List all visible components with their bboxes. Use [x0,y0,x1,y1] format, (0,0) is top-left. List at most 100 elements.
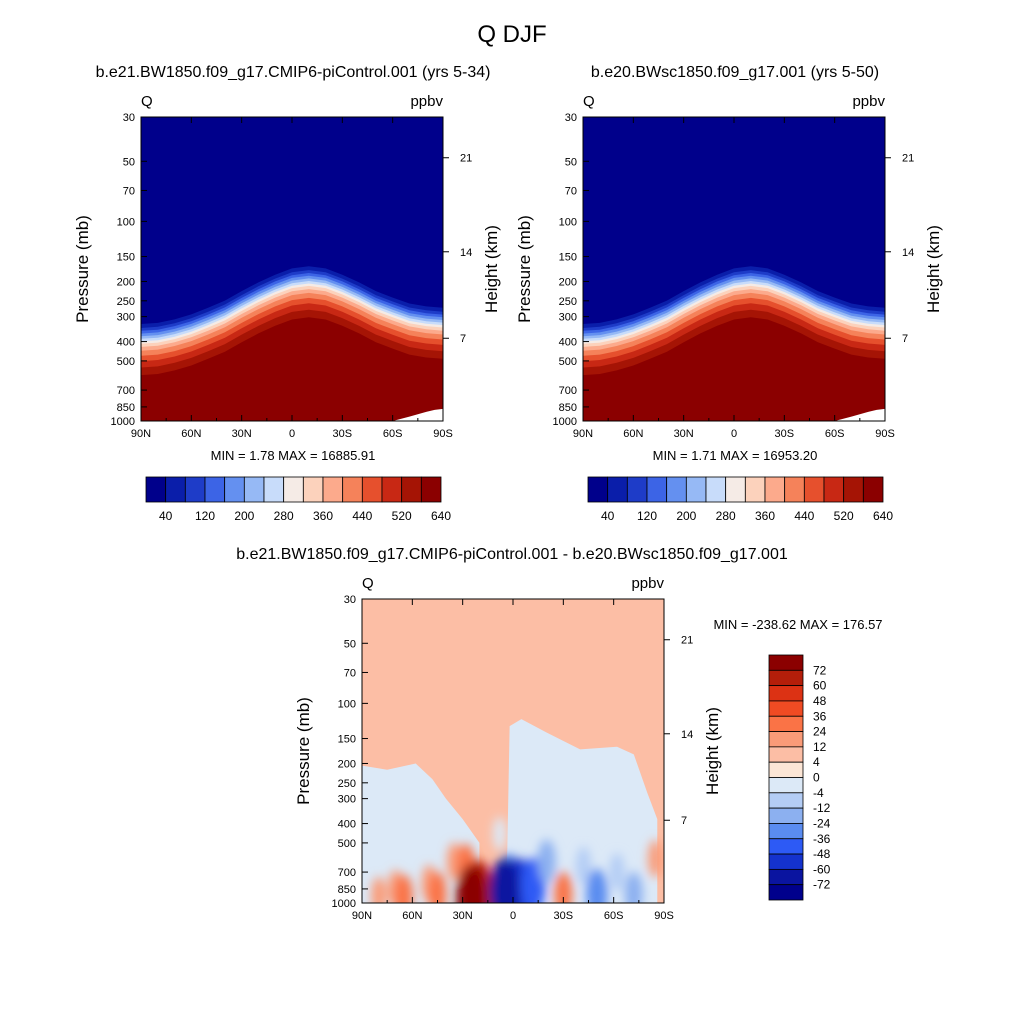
colorbar-swatch [302,476,324,503]
colorbar-swatch [646,476,668,503]
colorbar-swatch [224,476,245,503]
colorbar-swatch [768,700,804,717]
colorbar-swatch [204,476,226,503]
colorbar-label: -12 [813,801,831,815]
colorbar-swatch [184,476,206,503]
colorbar-label: -72 [813,878,831,892]
ground-mask [392,408,443,421]
colorbar-label: 40 [159,509,173,523]
colorbar-swatch [342,476,363,503]
panel-title: b.e20.BWsc1850.f09_g17.001 (yrs 5-50) [591,64,879,81]
y2-tick-label: 14 [681,729,693,741]
colorbar-swatch [401,476,422,503]
colorbar-swatch [626,476,648,503]
y2-tick-label: 7 [460,333,466,345]
y-tick-label: 30 [123,112,135,124]
min-max-stats: MIN = 1.71 MAX = 16953.20 [653,448,818,463]
y-tick-label: 850 [559,402,577,414]
x-tick-label: 90N [573,428,593,440]
colorbar-swatch [607,476,628,503]
colorbar-label: -36 [813,832,831,846]
anomaly-blob [428,871,447,903]
min-max-stats: MIN = -238.62 MAX = 176.57 [713,617,882,632]
colorbar-swatch [768,807,804,824]
y-tick-label: 50 [344,638,356,650]
y-tick-label: 200 [559,276,577,288]
contour-field [362,599,664,903]
x-tick-label: 60S [825,428,845,440]
x-tick-label: 30N [674,428,694,440]
colorbar-label: 200 [234,509,254,523]
colorbar-swatch [764,476,786,503]
contour-band [583,117,885,324]
y-tick-label: 30 [565,112,577,124]
colorbar-label: 640 [431,509,451,523]
panel-difference: 90N 60N 30N 0 30S 60S 90S305070100150200250300… [236,546,882,922]
colorbar-swatch [145,476,167,503]
variable-label: Q [141,93,153,110]
colorbar-swatch [862,476,884,503]
anomaly-blob [489,857,520,903]
colorbar-swatch [243,476,265,503]
anomaly-blob [624,871,643,903]
y2-tick-label: 21 [902,153,914,165]
y-tick-label: 250 [338,778,356,790]
y-tick-label: 700 [117,385,135,397]
y-tick-label: 850 [117,402,135,414]
y-tick-label: 30 [344,594,356,606]
x-tick-label: 60N [181,428,201,440]
colorbar-label: -4 [813,786,824,800]
anomaly-blob [576,846,591,885]
colorbar-label: 4 [813,755,820,769]
x-tick-label: 60N [402,910,422,922]
colorbar-label: 12 [813,740,827,754]
colorbar-label: 24 [813,725,827,739]
colorbar-swatch [768,715,804,732]
colorbar-swatch [768,868,804,886]
x-tick-label: 30S [554,910,574,922]
y-tick-label: 1000 [553,416,577,428]
panel-title: b.e21.BW1850.f09_g17.CMIP6-piControl.001… [236,546,788,563]
y2-tick-label: 7 [681,815,687,827]
y-tick-label: 400 [117,337,135,349]
colorbar-label: -60 [813,862,831,876]
colorbar-swatch [283,476,304,503]
colorbar-label: 40 [601,509,615,523]
y-tick-label: 100 [117,216,135,228]
y2-tick-label: 14 [902,247,914,259]
colorbar-swatch [768,731,804,748]
y-tick-label: 1000 [332,898,356,910]
panel-control: 90N 60N 30N 0 30S 60S 90S 30 50 70 100 150 200 250 300… [73,64,501,523]
colorbar-swatch [165,476,186,503]
colorbar-swatch [768,669,804,687]
colorbar-swatch [768,838,804,855]
colorbar-swatch [666,476,687,503]
colorbar-swatch [381,476,403,503]
colorbar-swatch [843,476,864,503]
y-tick-label: 700 [559,385,577,397]
y-tick-label: 500 [338,838,356,850]
colorbar-swatch [803,476,825,503]
units-label: ppbv [631,575,664,592]
x-tick-label: 30N [453,910,473,922]
y2-axis-label: Height (km) [703,707,722,795]
anomaly-blob [586,868,608,903]
y-tick-label: 500 [559,356,577,368]
colorbar-swatch [587,476,609,503]
y-tick-label: 200 [117,276,135,288]
colorbar-label: 360 [313,509,333,523]
x-tick-label: 60S [604,910,624,922]
y-tick-label: 150 [559,252,577,264]
colorbar-label: 640 [873,509,893,523]
x-tick-label: 30N [232,428,252,440]
colorbar-swatch [768,761,804,778]
contour-band [141,117,443,324]
y-tick-label: 50 [565,156,577,168]
anomaly-blob [371,876,387,903]
x-tick-label: 60N [623,428,643,440]
colorbar-swatch [823,476,845,503]
x-tick-label: 0 [510,910,516,922]
colorbar-label: 48 [813,694,827,708]
anomaly-blob [537,839,556,884]
y-tick-label: 100 [559,216,577,228]
